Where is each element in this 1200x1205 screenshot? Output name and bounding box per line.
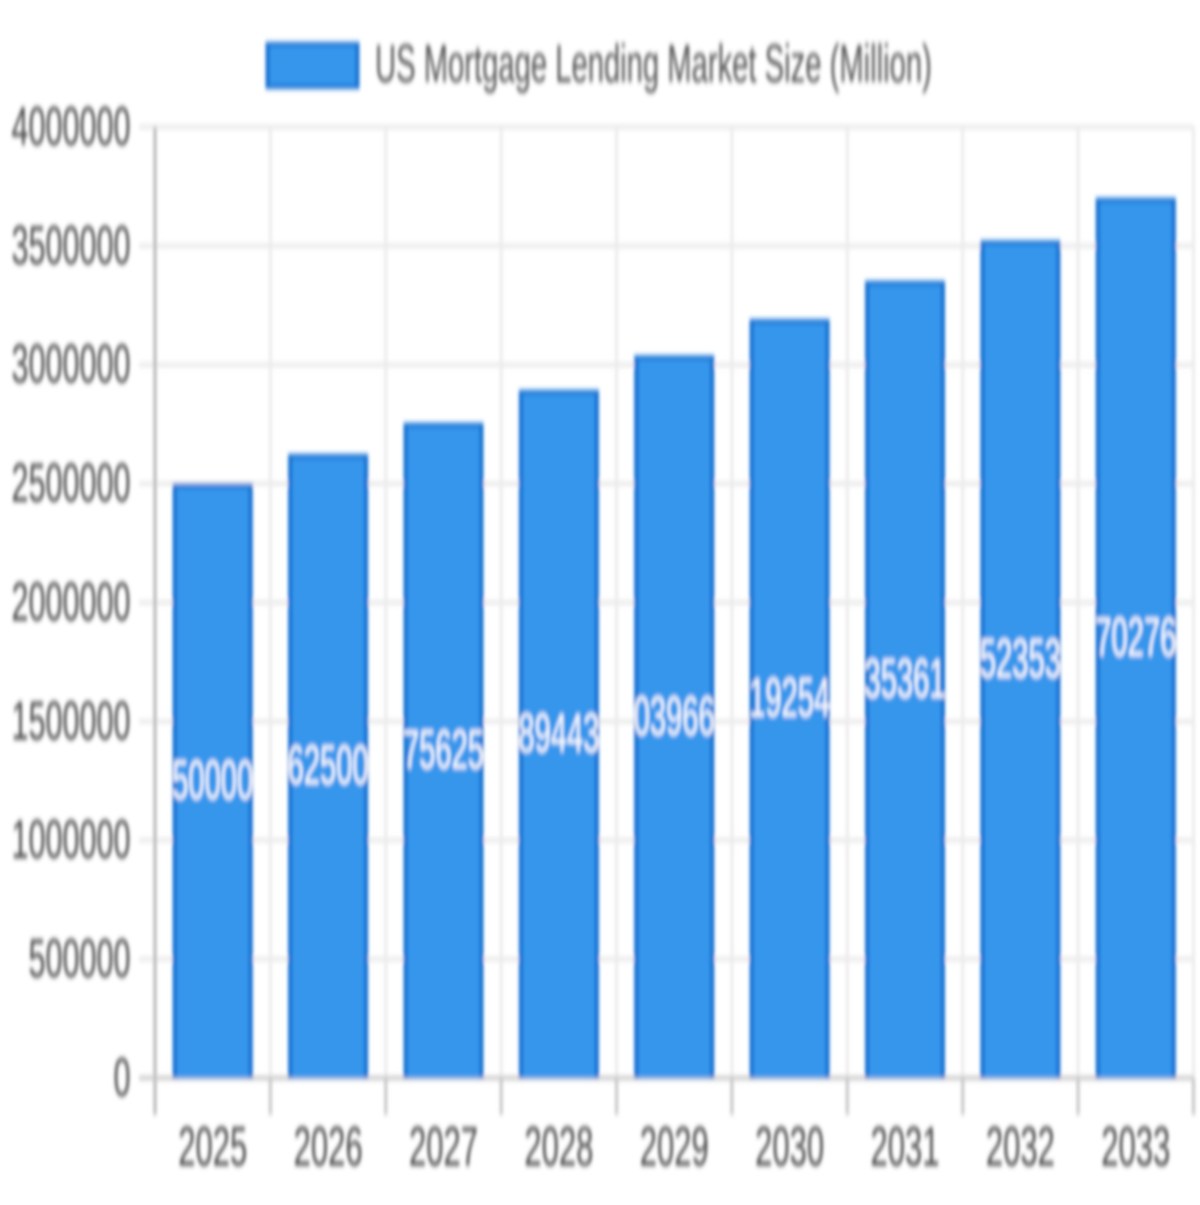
svg-text:3192540: 3192540	[733, 668, 846, 729]
svg-text:500000: 500000	[28, 929, 130, 990]
svg-text:2030: 2030	[755, 1115, 824, 1178]
svg-text:2033: 2033	[1101, 1115, 1170, 1178]
svg-text:3039660: 3039660	[618, 686, 731, 747]
svg-text:2625000: 2625000	[271, 735, 384, 796]
svg-text:US Mortgage Lending Market Siz: US Mortgage Lending Market Size (Million…	[375, 35, 932, 95]
svg-text:2756250: 2756250	[387, 720, 500, 781]
svg-text:3353610: 3353610	[848, 649, 961, 710]
svg-text:3500000: 3500000	[11, 216, 130, 277]
svg-text:2031: 2031	[871, 1115, 940, 1178]
svg-text:2000000: 2000000	[11, 572, 130, 633]
svg-text:2026: 2026	[294, 1115, 363, 1178]
svg-text:2500000: 2500000	[11, 453, 130, 514]
svg-text:2894434: 2894434	[502, 703, 615, 764]
svg-text:2025: 2025	[178, 1115, 247, 1178]
svg-text:3702760: 3702760	[1079, 607, 1192, 668]
svg-text:4000000: 4000000	[11, 97, 130, 158]
svg-text:2028: 2028	[524, 1115, 593, 1178]
svg-text:3523530: 3523530	[964, 628, 1077, 689]
svg-text:2029: 2029	[640, 1115, 709, 1178]
svg-text:2027: 2027	[409, 1115, 478, 1178]
svg-text:2500000: 2500000	[156, 750, 269, 811]
svg-text:0: 0	[113, 1048, 130, 1109]
svg-text:1500000: 1500000	[11, 691, 130, 752]
svg-text:1000000: 1000000	[11, 810, 130, 871]
svg-text:2032: 2032	[986, 1115, 1055, 1178]
svg-text:3000000: 3000000	[11, 335, 130, 396]
